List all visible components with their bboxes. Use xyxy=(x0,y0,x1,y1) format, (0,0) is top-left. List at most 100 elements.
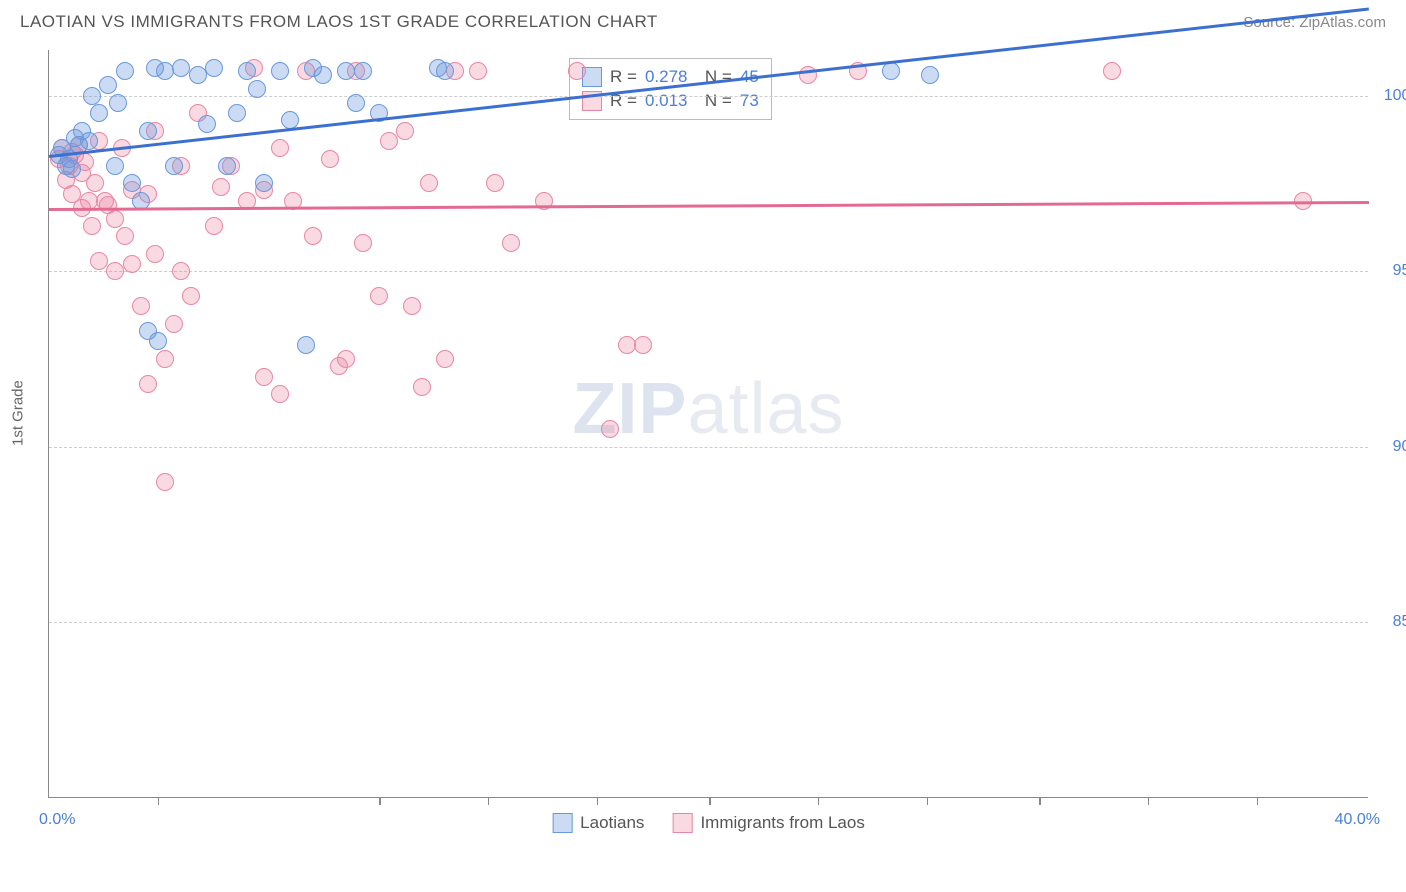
x-tick xyxy=(1039,797,1041,805)
gridline xyxy=(49,271,1368,272)
data-point xyxy=(212,178,230,196)
x-tick xyxy=(818,797,820,805)
data-point xyxy=(634,336,652,354)
data-point xyxy=(182,287,200,305)
x-axis-min-label: 0.0% xyxy=(39,811,75,829)
legend-stats-box: R = 0.278 N = 45R = 0.013 N = 73 xyxy=(569,58,772,120)
data-point xyxy=(165,315,183,333)
data-point xyxy=(165,157,183,175)
data-point xyxy=(83,217,101,235)
data-point xyxy=(436,62,454,80)
data-point xyxy=(109,94,127,112)
data-point xyxy=(205,217,223,235)
legend-item: Immigrants from Laos xyxy=(672,813,864,833)
chart-header: LAOTIAN VS IMMIGRANTS FROM LAOS 1ST GRAD… xyxy=(0,0,1406,40)
chart-title: LAOTIAN VS IMMIGRANTS FROM LAOS 1ST GRAD… xyxy=(20,12,658,32)
x-tick xyxy=(1148,797,1150,805)
data-point xyxy=(370,287,388,305)
legend-label: Laotians xyxy=(580,813,644,833)
x-tick xyxy=(1257,797,1259,805)
data-point xyxy=(90,252,108,270)
y-tick-label: 85.0% xyxy=(1378,613,1406,631)
y-tick-label: 90.0% xyxy=(1378,438,1406,456)
data-point xyxy=(502,234,520,252)
legend-label: Immigrants from Laos xyxy=(700,813,864,833)
data-point xyxy=(1103,62,1121,80)
data-point xyxy=(271,62,289,80)
data-point xyxy=(799,66,817,84)
data-point xyxy=(921,66,939,84)
x-tick xyxy=(597,797,599,805)
data-point xyxy=(106,157,124,175)
x-tick xyxy=(709,797,711,805)
data-point xyxy=(156,473,174,491)
data-point xyxy=(116,62,134,80)
data-point xyxy=(601,420,619,438)
y-axis-label: 1st Grade xyxy=(10,380,27,446)
data-point xyxy=(380,132,398,150)
data-point xyxy=(337,350,355,368)
data-point xyxy=(80,132,98,150)
legend-n-label: N = xyxy=(695,91,731,111)
legend-swatch xyxy=(552,813,572,833)
data-point xyxy=(337,62,355,80)
data-point xyxy=(132,297,150,315)
data-point xyxy=(228,104,246,122)
data-point xyxy=(255,368,273,386)
scatter-chart: ZIPatlas 0.0% 40.0% LaotiansImmigrants f… xyxy=(48,50,1368,798)
data-point xyxy=(205,59,223,77)
data-point xyxy=(486,174,504,192)
data-point xyxy=(83,87,101,105)
data-point xyxy=(63,160,81,178)
data-point xyxy=(116,227,134,245)
data-point xyxy=(248,80,266,98)
data-point xyxy=(420,174,438,192)
legend-r-value: 0.013 xyxy=(645,91,688,111)
gridline xyxy=(49,447,1368,448)
data-point xyxy=(347,94,365,112)
data-point xyxy=(156,350,174,368)
data-point xyxy=(172,262,190,280)
x-tick xyxy=(927,797,929,805)
legend-item: Laotians xyxy=(552,813,644,833)
data-point xyxy=(314,66,332,84)
data-point xyxy=(106,210,124,228)
data-point xyxy=(882,62,900,80)
legend-swatch xyxy=(672,813,692,833)
data-point xyxy=(568,62,586,80)
data-point xyxy=(172,59,190,77)
data-point xyxy=(271,385,289,403)
data-point xyxy=(469,62,487,80)
y-tick-label: 100.0% xyxy=(1378,87,1406,105)
x-tick xyxy=(158,797,160,805)
data-point xyxy=(149,332,167,350)
data-point xyxy=(139,122,157,140)
data-point xyxy=(354,234,372,252)
data-point xyxy=(403,297,421,315)
gridline xyxy=(49,96,1368,97)
data-point xyxy=(354,62,372,80)
data-point xyxy=(255,174,273,192)
data-point xyxy=(436,350,454,368)
data-point xyxy=(321,150,339,168)
data-point xyxy=(156,62,174,80)
x-tick xyxy=(379,797,381,805)
y-tick-label: 95.0% xyxy=(1378,262,1406,280)
data-point xyxy=(396,122,414,140)
x-tick xyxy=(488,797,490,805)
data-point xyxy=(139,375,157,393)
data-point xyxy=(271,139,289,157)
data-point xyxy=(123,174,141,192)
data-point xyxy=(99,76,117,94)
data-point xyxy=(189,66,207,84)
data-point xyxy=(238,62,256,80)
legend-bottom: Laotians Immigrants from Laos xyxy=(552,813,865,833)
data-point xyxy=(297,336,315,354)
gridline xyxy=(49,622,1368,623)
data-point xyxy=(123,255,141,273)
data-point xyxy=(304,227,322,245)
data-point xyxy=(106,262,124,280)
legend-r-label: R = xyxy=(610,67,637,87)
x-axis-max-label: 40.0% xyxy=(1335,811,1380,829)
data-point xyxy=(218,157,236,175)
